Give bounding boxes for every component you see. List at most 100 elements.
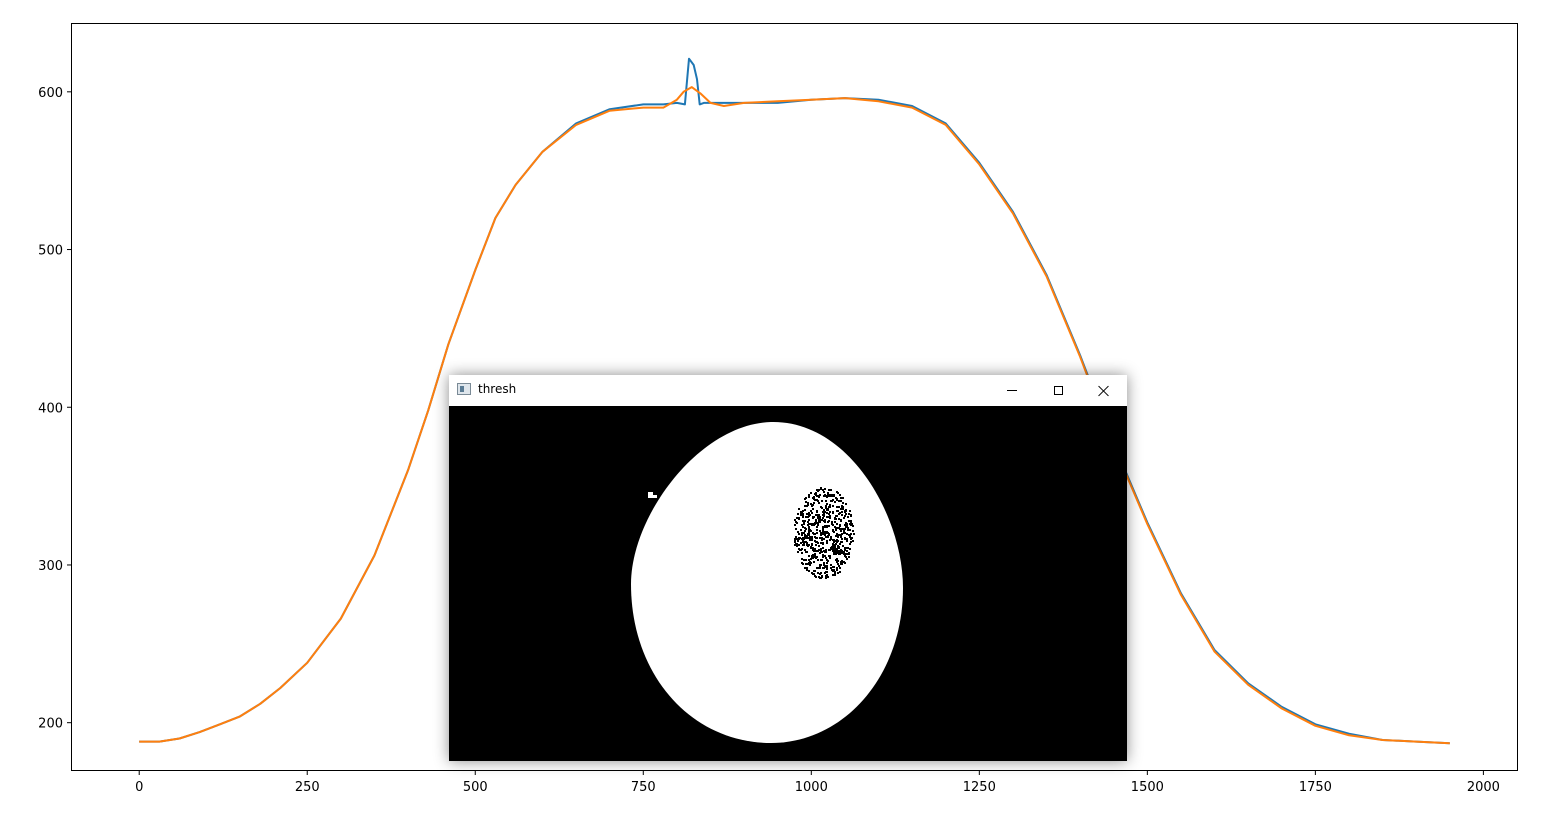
noise-dot	[844, 524, 846, 526]
noise-dot	[839, 567, 841, 569]
noise-dot	[830, 564, 832, 566]
x-tick-label: 1000	[795, 780, 828, 795]
noise-dot	[802, 537, 804, 539]
noise-dot	[824, 488, 826, 490]
noise-dot	[802, 540, 804, 542]
noise-dot	[829, 504, 831, 506]
noise-dot	[850, 524, 852, 526]
noise-dot	[814, 553, 816, 555]
noise-dot	[816, 532, 818, 534]
noise-dot	[826, 574, 828, 576]
noise-dot	[838, 546, 840, 548]
minimize-button[interactable]	[989, 375, 1035, 406]
noise-dot	[846, 525, 848, 527]
noise-dot	[839, 494, 841, 496]
noise-dot	[852, 530, 854, 532]
noise-dot	[826, 559, 828, 561]
noise-dot	[819, 552, 821, 554]
noise-dot	[836, 541, 838, 543]
noise-dot	[815, 550, 817, 552]
window-titlebar[interactable]: thresh	[449, 375, 1127, 406]
noise-dot	[815, 544, 817, 546]
noise-dot	[839, 524, 841, 526]
noise-dot	[826, 525, 828, 527]
noise-dot	[810, 558, 812, 560]
noise-dot	[822, 567, 824, 569]
y-tick-label: 400	[38, 401, 63, 416]
noise-dot	[813, 556, 815, 558]
noise-dot	[853, 533, 855, 535]
noise-dot	[844, 511, 846, 513]
x-axis: 0 250 500 750 1000 1250 1500 1750 2000	[135, 770, 1500, 795]
noise-dot	[821, 576, 823, 578]
noise-dot	[808, 555, 810, 557]
white-speck	[653, 495, 657, 498]
noise-dot	[801, 552, 803, 554]
noise-dot	[806, 505, 808, 507]
noise-dot	[822, 542, 824, 544]
noise-dot	[840, 497, 842, 499]
noise-dot	[824, 521, 826, 523]
noise-dot	[832, 505, 834, 507]
noise-dot	[815, 520, 817, 522]
close-icon	[1098, 385, 1110, 397]
noise-dot	[829, 511, 831, 513]
noise-dot	[841, 511, 843, 513]
noise-dot	[832, 529, 834, 531]
noise-dot	[846, 553, 848, 555]
noise-dot	[823, 538, 825, 540]
noise-dot	[796, 522, 798, 524]
noise-dot	[805, 537, 807, 539]
noise-dot	[829, 506, 831, 508]
noise-dot	[807, 537, 809, 539]
noise-dot	[828, 489, 830, 491]
noise-dot	[824, 531, 826, 533]
noise-dot	[825, 505, 827, 507]
noise-dot	[849, 529, 851, 531]
noise-dot	[802, 516, 804, 518]
noise-dot	[819, 577, 821, 579]
noise-dot	[835, 553, 837, 555]
thresh-window[interactable]: thresh	[449, 375, 1127, 761]
noise-dot	[802, 514, 804, 516]
noise-dot	[800, 529, 802, 531]
noise-dot	[824, 526, 826, 528]
noise-dot	[814, 493, 816, 495]
noise-dot	[814, 570, 816, 572]
maximize-button[interactable]	[1035, 375, 1081, 406]
noise-dot	[816, 556, 818, 558]
noise-dot	[820, 532, 822, 534]
noise-dot	[797, 551, 799, 553]
noise-dot	[826, 512, 828, 514]
noise-dot	[838, 500, 840, 502]
noise-dot	[816, 510, 818, 512]
noise-dot	[845, 503, 847, 505]
x-tick-label: 1250	[963, 780, 996, 795]
noise-dot	[817, 572, 819, 574]
x-tick-label: 250	[295, 780, 320, 795]
noise-dot	[808, 544, 810, 546]
noise-dot	[844, 515, 846, 517]
noise-dot	[839, 571, 841, 573]
noise-dot	[809, 564, 811, 566]
noise-dot	[841, 514, 843, 516]
window-title: thresh	[478, 382, 517, 396]
noise-dot	[830, 494, 832, 496]
noise-dot	[829, 539, 831, 541]
noise-dot	[833, 553, 835, 555]
close-button[interactable]	[1081, 375, 1127, 406]
noise-dot	[819, 530, 821, 532]
noise-dot	[814, 548, 816, 550]
x-tick-label: 0	[135, 780, 143, 795]
threshold-image-svg	[449, 406, 1127, 761]
noise-dot	[799, 549, 801, 551]
noise-dot	[829, 517, 831, 519]
noise-dot	[809, 514, 811, 516]
y-axis: 200 300 400 500 600	[38, 86, 72, 732]
noise-dot	[821, 537, 823, 539]
noise-dot	[808, 519, 810, 521]
noise-dot	[836, 567, 838, 569]
noise-dot	[835, 528, 837, 530]
noise-dot	[814, 499, 816, 501]
noise-dot	[818, 545, 820, 547]
